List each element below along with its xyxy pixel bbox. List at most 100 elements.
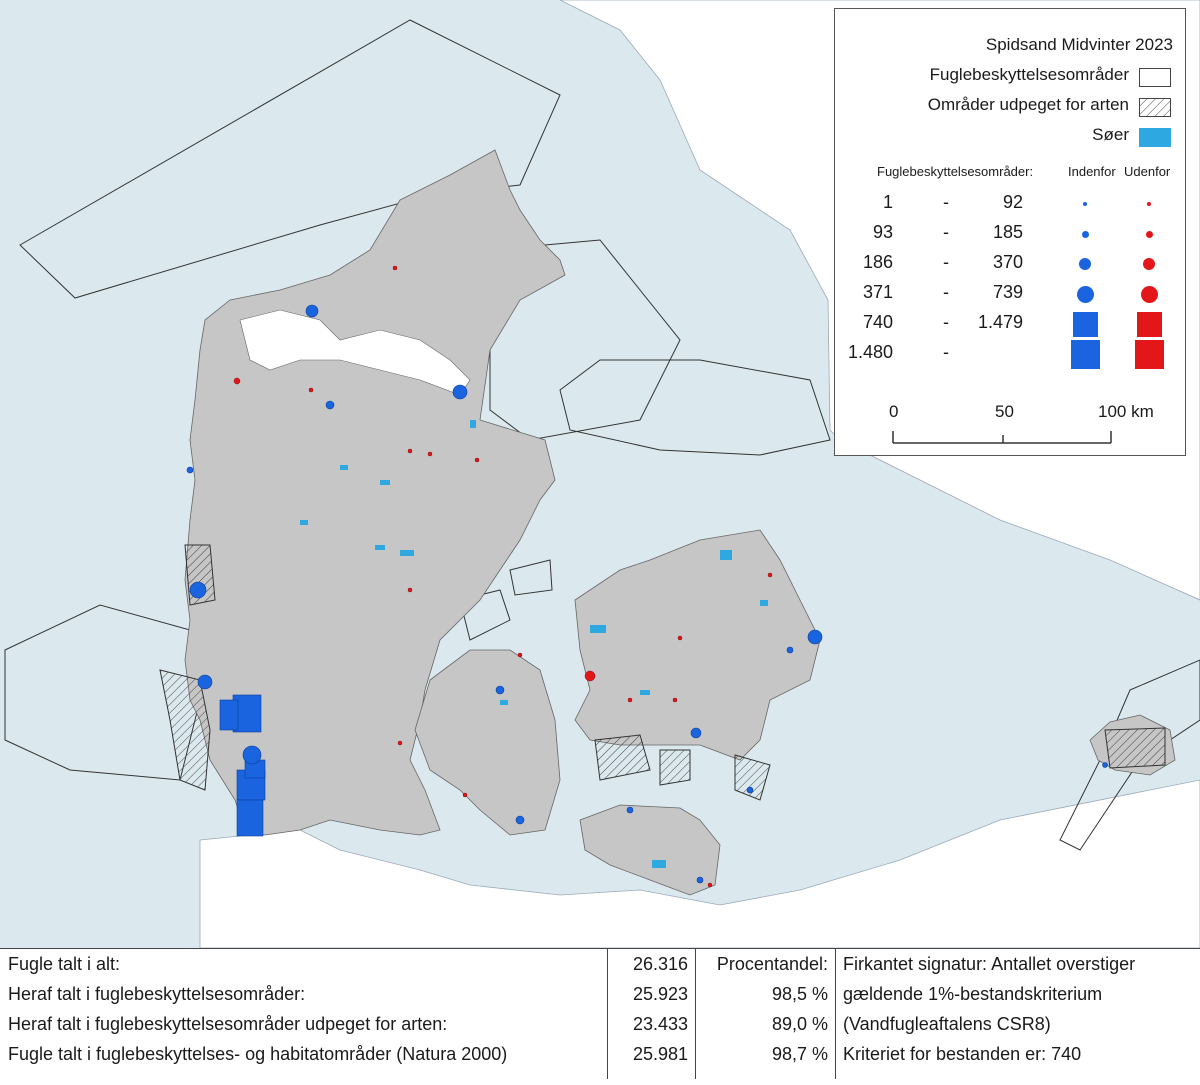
class-from: 186 (862, 252, 893, 272)
legend-inside-square (1072, 311, 1098, 337)
obs-inside-square-4 (219, 699, 239, 731)
obs-outside-circle-4 (308, 387, 314, 393)
table-divider (835, 949, 836, 1079)
obs-inside-circle-15 (325, 400, 335, 410)
obs-inside-circle-14 (746, 786, 754, 794)
obs-outside-circle-2 (392, 265, 398, 271)
legend-outside-square (1136, 311, 1162, 337)
legend-outside-circle (1140, 285, 1158, 303)
zealand-land (574, 529, 821, 761)
class-dash: - (943, 222, 949, 242)
class-to: 739 (992, 282, 1023, 302)
observations-inside (186, 304, 1108, 884)
germany-land (199, 779, 1200, 948)
obs-outside-circle-9 (517, 652, 523, 658)
obs-inside-circle-10 (626, 806, 634, 814)
stat-percent: Procentandel: (716, 954, 828, 974)
obs-inside-circle-1 (189, 581, 207, 599)
designated-areas (159, 544, 1166, 801)
obs-inside-square-3 (236, 799, 264, 837)
legend-inside-circle (1081, 230, 1089, 238)
obs-inside-circle-3 (242, 745, 262, 765)
obs-inside-circle-16 (786, 646, 794, 654)
legend-title: Spidsand Midvinter 2023 (985, 35, 1173, 54)
legend-lakes-label: Søer (1092, 125, 1129, 144)
legend-inside-circle (1079, 258, 1091, 270)
class-from: 1 (882, 192, 893, 212)
obs-inside-circle-6 (807, 629, 823, 645)
funen-land (414, 649, 561, 836)
legend-subheader-label: Fuglebeskyttelsesområder: (877, 164, 1034, 179)
stat-value: 26.316 (632, 954, 688, 974)
legend-outside-square (1134, 339, 1164, 369)
class-from: 1.480 (847, 342, 893, 362)
obs-outside-circle-8 (407, 587, 413, 593)
obs-outside-circle-14 (707, 882, 713, 888)
map-legend: Spidsand Midvinter 2023 Fuglebeskyttelse… (834, 8, 1186, 456)
stat-note: Firkantet signatur: Antallet overstiger (843, 954, 1136, 974)
obs-inside-circle-8 (495, 685, 505, 695)
class-dash: - (943, 192, 949, 212)
obs-outside-circle-1 (584, 670, 596, 682)
lolland-land (579, 804, 721, 896)
scale-label-50: 50 (995, 402, 1014, 421)
observations-outside (233, 265, 773, 888)
stat-percent: 98,7 % (771, 1044, 828, 1064)
legend-inside-circle (1083, 202, 1087, 206)
obs-outside-circle-12 (767, 572, 773, 578)
scale-label-100: 100 km (1098, 402, 1154, 421)
statistics-table: Fugle talt i alt: 26.316 Procentandel: Firk… (0, 948, 1200, 1085)
obs-inside-circle-11 (1102, 762, 1108, 768)
scale-label-0: 0 (889, 402, 899, 421)
stat-note: (Vandfugleaftalens CSR8) (843, 1014, 1051, 1034)
protected-area-swatch (1139, 68, 1171, 87)
class-from: 371 (862, 282, 893, 302)
stat-note: Kriteriet for bestanden er: 740 (843, 1044, 1082, 1064)
class-dash: - (943, 252, 949, 272)
legend-outside-circle (1145, 230, 1153, 238)
obs-outside-circle-5 (407, 448, 413, 454)
stat-label: Fugle talt i alt: (8, 954, 121, 974)
legend-designated-label: Områder udpeget for arten (927, 95, 1129, 114)
stat-note: gældende 1%-bestandskriterium (843, 984, 1103, 1004)
scale-bar (892, 431, 1112, 444)
obs-inside-circle-9 (515, 815, 525, 825)
obs-inside-circle-4 (305, 304, 319, 318)
class-to: 185 (992, 222, 1023, 242)
obs-outside-circle-6 (474, 457, 480, 463)
class-from: 740 (862, 312, 893, 332)
stat-percent: 89,0 % (771, 1014, 828, 1034)
stat-value: 25.981 (632, 1044, 688, 1064)
obs-outside-circle-15 (397, 740, 403, 746)
designated-area-swatch (1139, 98, 1171, 117)
obs-inside-circle-7 (690, 727, 702, 739)
class-dash: - (943, 282, 949, 302)
table-divider (607, 949, 608, 1079)
class-dash: - (943, 342, 949, 362)
legend-protected-label: Fuglebeskyttelsesområder (929, 65, 1129, 84)
class-to: 92 (1002, 192, 1023, 212)
class-dash: - (943, 312, 949, 332)
obs-outside-circle-16 (462, 792, 468, 798)
obs-inside-circle-12 (186, 466, 194, 474)
stat-percent: 98,5 % (771, 984, 828, 1004)
obs-outside-circle-10 (627, 697, 633, 703)
lakes (300, 420, 768, 868)
legend-inside-header: Indenfor (1068, 164, 1116, 179)
obs-inside-circle-5 (452, 384, 468, 400)
stat-value: 25.923 (632, 984, 688, 1004)
class-to: 1.479 (977, 312, 1023, 332)
obs-inside-circle-2 (197, 674, 213, 690)
class-to: 370 (992, 252, 1023, 272)
table-divider (695, 949, 696, 1079)
stat-label: Fugle talt i fuglebeskyttelses- og habit… (8, 1044, 508, 1064)
obs-outside-circle-13 (677, 635, 683, 641)
obs-outside-circle-3 (233, 377, 241, 385)
legend-inside-square (1070, 339, 1100, 369)
stat-value: 23.433 (632, 1014, 688, 1034)
obs-outside-circle-11 (672, 697, 678, 703)
obs-inside-circle-13 (696, 876, 704, 884)
legend-outside-header: Udenfor (1124, 164, 1171, 179)
stat-label: Heraf talt i fuglebeskyttelsesområder ud… (8, 1014, 448, 1034)
stat-label: Heraf talt i fuglebeskyttelsesområder: (8, 984, 306, 1004)
